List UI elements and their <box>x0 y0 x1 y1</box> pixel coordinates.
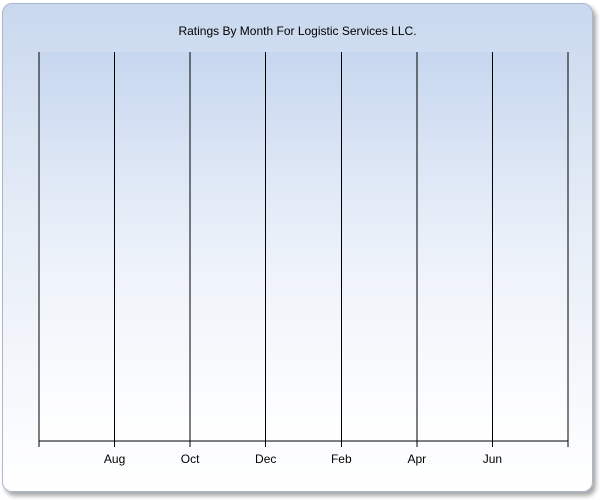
x-tick-label: Feb <box>331 452 352 466</box>
plot-area <box>39 52 568 441</box>
x-tick-label: Aug <box>104 452 125 466</box>
x-tick-label: Oct <box>181 452 200 466</box>
x-tick-label: Dec <box>255 452 276 466</box>
chart-title: Ratings By Month For Logistic Services L… <box>178 24 417 38</box>
chart-plot: Aug Oct Dec Feb Apr Jun <box>38 52 569 466</box>
x-tick-label: Apr <box>408 452 427 466</box>
chart-container: Ratings By Month For Logistic Services L… <box>2 3 593 492</box>
x-tick-label: Jun <box>483 452 502 466</box>
